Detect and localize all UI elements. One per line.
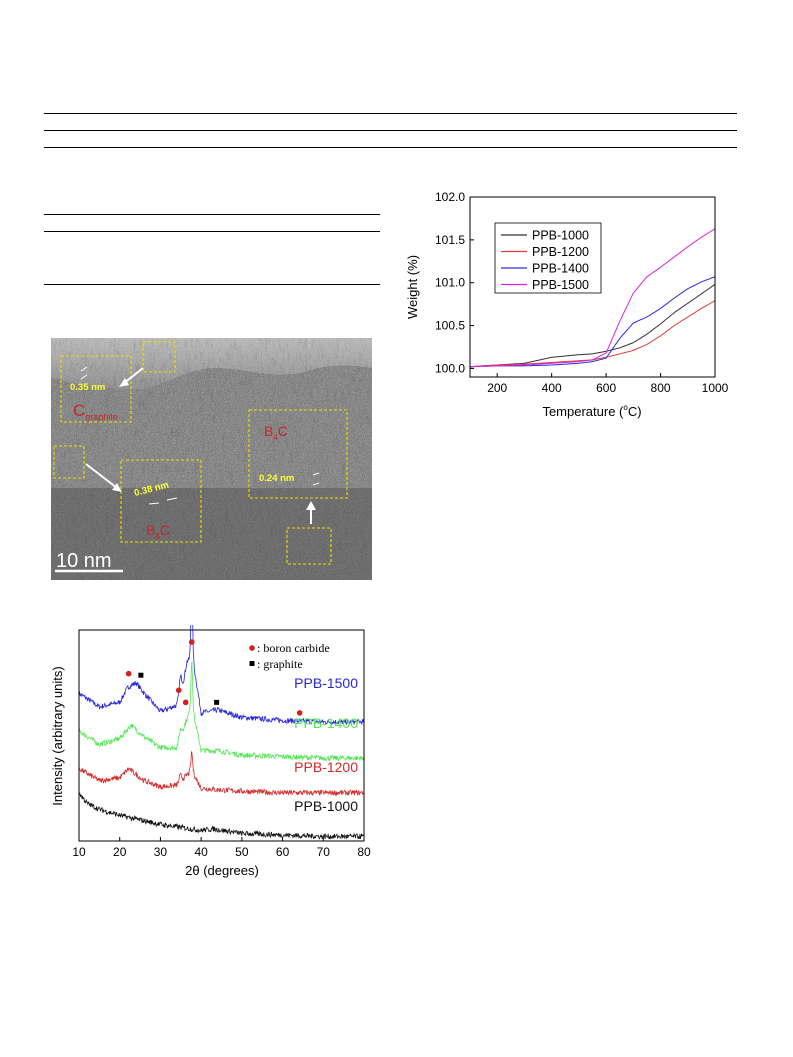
- tga-x-axis-label: Temperature (oC): [542, 403, 641, 419]
- xrd-series-ppb-1500: [78, 591, 365, 726]
- tga-x-tick-label: 200: [487, 381, 507, 395]
- table-top-rule: [44, 113, 737, 114]
- xrd-x-tick-label: 80: [357, 845, 371, 859]
- xrd-x-tick-label: 30: [154, 845, 168, 859]
- xrd-x-tick-label: 60: [276, 845, 290, 859]
- tga-y-tick-label: 102.0: [435, 190, 465, 204]
- tga-y-ticks: 100.0 100.5 101.0 101.5 102.0: [435, 190, 474, 375]
- arrow-head: [306, 501, 316, 510]
- xrd-peak-marker-boron-carbide: [175, 687, 182, 694]
- xrd-series-ppb-1200: [78, 750, 365, 797]
- lattice-mark: [166, 497, 178, 501]
- xrd-legend: : boron carbide : graphite: [249, 641, 330, 671]
- tga-chart: 100.0 100.5 101.0 101.5 102.0 200 400 600 800 10…: [405, 185, 735, 425]
- tga-legend-label: PPB-1000: [532, 229, 589, 243]
- label-c-graphite: Cgraphite: [73, 401, 118, 422]
- tga-chart-svg: 100.0 100.5 101.0 101.5 102.0 200 400 600 800 10…: [405, 190, 729, 419]
- xrd-x-tick-label: 10: [72, 845, 86, 859]
- xrd-series-label-ppb-1400: PPB-1400: [294, 715, 358, 731]
- legend-marker-boron-carbide: [249, 645, 255, 651]
- tga-series-ppb-1500: [470, 228, 716, 368]
- xrd-x-tick-label: 40: [194, 845, 208, 859]
- tga-y-tick-label: 101.5: [435, 233, 465, 247]
- xrd-x-tick-label: 20: [113, 845, 127, 859]
- lattice-label-right: 0.24 nm: [259, 473, 294, 484]
- xrd-chart: 10 20 30 40 50 60 70 80 2θ (degrees) Intensity …: [40, 591, 380, 885]
- tga-legend-items: PPB-1000 PPB-1200 PPB-1400 PPB-1500: [501, 229, 589, 292]
- xrd-series-label-ppb-1000: PPB-1000: [294, 798, 358, 814]
- arrow-head: [112, 483, 122, 492]
- table-bottom-rule: [44, 147, 737, 148]
- lattice-mark: [312, 472, 320, 476]
- tga-plot-frame: [469, 196, 716, 378]
- tga-series-group: [469, 228, 716, 368]
- lattice-label-graphite: 0.35 nm: [70, 382, 105, 393]
- roi-box-graphite-source: [142, 341, 176, 373]
- scale-bar-label: 10 nm: [56, 550, 112, 572]
- tga-x-tick-label: 800: [651, 381, 671, 395]
- tga-series-ppb-1200: [469, 300, 716, 368]
- xrd-x-tick-label: 70: [317, 845, 331, 859]
- xrd-chart-svg: 10 20 30 40 50 60 70 80 2θ (degrees) Intensity …: [50, 591, 371, 878]
- tga-legend-label: PPB-1200: [532, 245, 589, 259]
- legend-marker-graphite: [249, 661, 255, 666]
- tga-y-axis-label: Weight (%): [405, 255, 420, 319]
- xrd-series-ppb-1400: [78, 661, 364, 762]
- roi-box-b4c-right: [248, 409, 348, 499]
- xrd-y-axis-label: Intensity (arbitrary units): [50, 666, 65, 805]
- tga-y-tick-label: 101.0: [435, 276, 465, 290]
- tga-x-tick-label: 600: [596, 381, 616, 395]
- lattice-mark: [148, 502, 160, 505]
- roi-box-center-source: [53, 445, 85, 479]
- xrd-peak-marker-boron-carbide: [188, 639, 195, 645]
- tga-x-tick-label: 400: [542, 381, 562, 395]
- tga-legend: PPB-1000 PPB-1200 PPB-1400 PPB-1500: [494, 222, 602, 294]
- label-b4c-center: B4C: [146, 522, 170, 541]
- arrow-head: [119, 378, 129, 387]
- xrd-peak-marker-boron-carbide: [182, 699, 189, 706]
- tem-micrograph: 0.35 nm Cgraphite B4C 0.24 nm 0.38 nm B4…: [51, 338, 372, 580]
- xrd-peak-marker-graphite: [138, 672, 144, 678]
- xrd-series-label-ppb-1500: PPB-1500: [294, 675, 358, 691]
- legend-label-boron-carbide: : boron carbide: [257, 641, 330, 655]
- lattice-mark: [312, 482, 320, 486]
- xrd-x-ticks: 10 20 30 40 50 60 70 80: [72, 837, 371, 859]
- xrd-marker-group: [125, 639, 303, 716]
- xrd-x-axis-label: 2θ (degrees): [185, 863, 259, 878]
- table2-bottom-rule: [44, 284, 380, 285]
- xrd-series-group: [78, 591, 365, 840]
- roi-box-right-source: [286, 527, 332, 565]
- tga-legend-label: PPB-1400: [532, 262, 589, 276]
- xrd-peak-marker-graphite: [214, 699, 220, 705]
- tga-x-ticks: 200 400 600 800 1000: [487, 373, 729, 395]
- lattice-mark: [80, 366, 88, 372]
- lattice-mark: [80, 374, 88, 380]
- tga-series-ppb-1000: [469, 283, 716, 368]
- label-b4c-right: B4C: [264, 423, 288, 442]
- xrd-peak-marker-boron-carbide: [125, 670, 132, 677]
- xrd-x-tick-label: 50: [235, 845, 249, 859]
- xrd-plot-frame: [78, 629, 365, 842]
- table-header-rule: [44, 130, 737, 131]
- tga-y-tick-label: 100.0: [435, 361, 465, 375]
- xrd-peak-marker-boron-carbide: [296, 710, 303, 716]
- legend-label-graphite: : graphite: [257, 657, 303, 671]
- table2-top-rule: [44, 214, 380, 215]
- tga-y-tick-label: 100.5: [435, 319, 465, 333]
- xrd-series-label-ppb-1200: PPB-1200: [294, 759, 358, 775]
- tga-legend-label: PPB-1500: [532, 278, 589, 292]
- tga-x-tick-label: 1000: [702, 381, 729, 395]
- xrd-series-ppb-1000: [78, 790, 365, 840]
- tem-image: 0.35 nm Cgraphite B4C 0.24 nm 0.38 nm B4…: [51, 338, 372, 580]
- roi-box-graphite: [60, 355, 132, 423]
- roi-box-b4c-center: [120, 459, 202, 543]
- table2-header-rule: [44, 231, 380, 232]
- arrow-center: [85, 463, 118, 489]
